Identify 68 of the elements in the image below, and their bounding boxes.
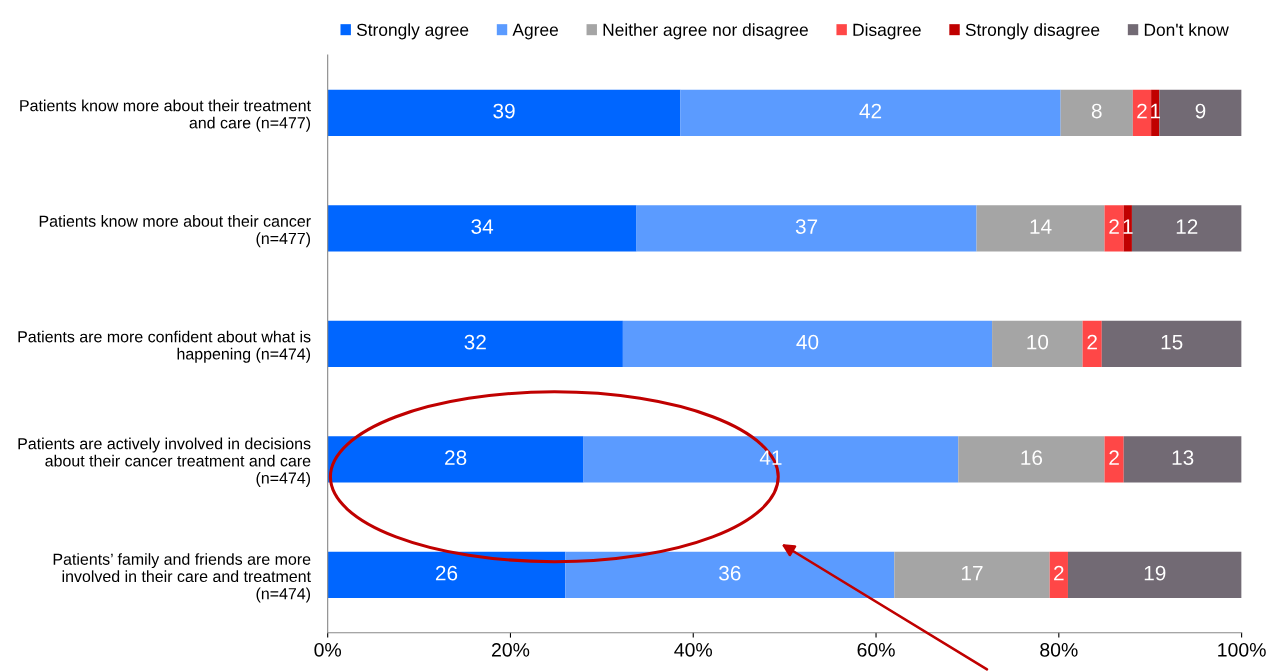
bar xyxy=(1123,436,1242,483)
x-tick-label: 0% xyxy=(314,642,342,657)
bar xyxy=(1104,205,1124,252)
y-tick-label: Patients are actively involved in decisions about their cancer treatment and care (n=474) xyxy=(18,437,311,487)
y-tick-label: Patients are more confident about what is happening (n=474) xyxy=(18,330,311,363)
bar xyxy=(1101,320,1242,367)
data-label: 37 xyxy=(795,219,818,234)
legend-label: Neither agree nor disagree xyxy=(603,23,808,40)
legend-label: Strongly agree xyxy=(356,23,469,40)
data-label: 42 xyxy=(859,103,882,119)
bar xyxy=(958,436,1105,483)
data-label: 36 xyxy=(719,565,741,581)
bar xyxy=(622,320,993,367)
bar xyxy=(992,320,1083,367)
bar xyxy=(976,205,1105,252)
data-label: 40 xyxy=(796,334,819,350)
bar xyxy=(565,551,895,599)
bar xyxy=(1049,551,1068,599)
bar xyxy=(1104,436,1124,483)
data-label: 2 xyxy=(1137,103,1147,119)
data-label: 15 xyxy=(1161,334,1183,350)
legend-label: Strongly disagree xyxy=(965,23,1100,40)
bar xyxy=(1067,551,1242,599)
legend-label: Disagree xyxy=(853,23,921,40)
x-tick-label: 100% xyxy=(1218,642,1266,657)
data-label: 1 xyxy=(1123,219,1133,234)
data-label: 2 xyxy=(1087,334,1097,350)
x-tick-label: 20% xyxy=(491,642,530,657)
data-label: 28 xyxy=(445,450,467,466)
bar xyxy=(894,551,1050,599)
data-label: 2 xyxy=(1109,450,1119,465)
bar xyxy=(327,551,566,599)
data-label: 2 xyxy=(1109,219,1119,234)
legend-label: Agree xyxy=(512,23,558,40)
data-label: 9 xyxy=(1195,103,1206,119)
y-tick-label: Patients know more about their treatment and care (n=477) xyxy=(20,99,311,132)
bar xyxy=(583,436,959,483)
data-label: 8 xyxy=(1091,103,1102,119)
data-label: 32 xyxy=(464,334,486,350)
data-label: 17 xyxy=(962,566,983,581)
data-label: 26 xyxy=(435,565,458,581)
bar xyxy=(1060,89,1133,136)
bar xyxy=(680,89,1061,136)
data-label: 1 xyxy=(1151,103,1161,119)
bar xyxy=(327,89,681,136)
y-tick-label: Patients’ family and friends are more involved in their care and treatment (n=474) xyxy=(53,553,311,603)
x-tick-label: 60% xyxy=(857,642,895,657)
y-tick-label: Patients know more about their cancer (n=477) xyxy=(39,215,311,248)
bar xyxy=(327,320,623,367)
data-label: 39 xyxy=(493,103,515,119)
legend-label: Don't know xyxy=(1144,23,1229,36)
bar xyxy=(327,205,637,252)
bar xyxy=(1132,89,1152,136)
data-label: 19 xyxy=(1144,565,1166,581)
x-tick-label: 80% xyxy=(1040,642,1078,657)
data-label: 13 xyxy=(1172,450,1194,466)
x-tick-label: 40% xyxy=(674,642,713,657)
data-label: 12 xyxy=(1176,219,1198,234)
bar xyxy=(1082,320,1102,367)
data-label: 10 xyxy=(1027,334,1049,350)
data-label: 34 xyxy=(471,219,494,234)
bar xyxy=(1131,205,1242,252)
bar xyxy=(636,205,977,252)
bar xyxy=(1159,89,1242,136)
bar xyxy=(327,436,584,483)
data-label: 2 xyxy=(1054,565,1064,581)
data-label: 14 xyxy=(1030,219,1052,234)
data-label: 16 xyxy=(1021,450,1043,466)
